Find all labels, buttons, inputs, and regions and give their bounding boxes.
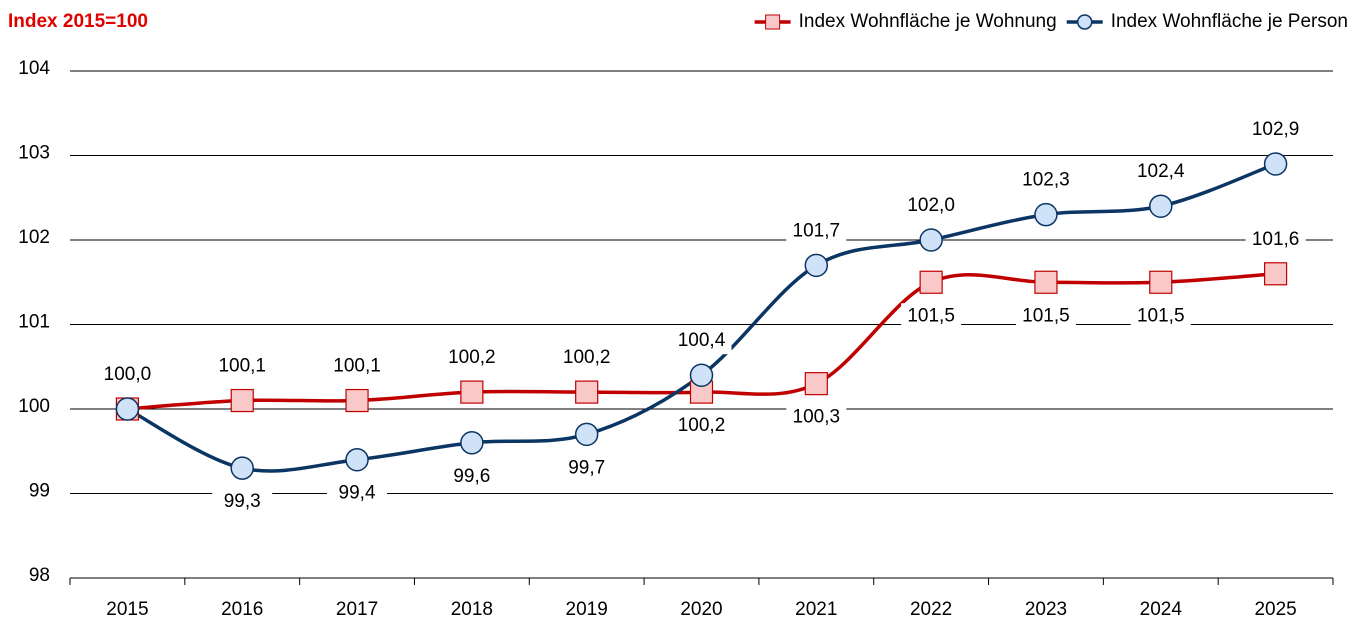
data-label: 101,7 <box>793 220 841 241</box>
label-bg <box>901 193 962 219</box>
marker <box>460 380 484 404</box>
label-bg <box>556 455 617 482</box>
legend-label: Index Wohnfläche je Wohnung <box>799 11 1057 32</box>
label-bg <box>1015 303 1076 330</box>
y-tick-label: 102 <box>18 227 50 248</box>
y-tick-label: 98 <box>29 565 50 586</box>
marker <box>1149 194 1173 218</box>
marker <box>1149 270 1173 294</box>
data-label: 100,4 <box>678 330 726 351</box>
data-label: 102,3 <box>1022 170 1070 191</box>
y-tick-label: 103 <box>18 143 50 164</box>
x-tick-label: 2017 <box>336 599 378 620</box>
label-bg <box>441 345 502 372</box>
data-label: 100,2 <box>678 415 726 436</box>
marker <box>1034 270 1058 294</box>
data-label: 100,1 <box>333 356 381 377</box>
x-tick-label: 2025 <box>1254 599 1296 620</box>
data-label: 99,3 <box>224 491 261 512</box>
label-bg <box>327 353 388 380</box>
x-tick-label: 2018 <box>451 599 493 620</box>
x-tick-label: 2020 <box>680 599 722 620</box>
label-bg <box>1130 159 1191 186</box>
data-label: 100,2 <box>448 347 496 368</box>
marker <box>115 397 140 421</box>
label-bg <box>786 218 847 245</box>
data-label: 100,3 <box>793 407 841 428</box>
y-tick-label: 101 <box>18 312 50 333</box>
x-tick-label: 2024 <box>1140 599 1183 620</box>
label-bg <box>671 413 732 440</box>
marker <box>460 431 484 455</box>
label-bg <box>1245 116 1306 143</box>
data-label: 100,1 <box>218 356 266 377</box>
data-label: 99,6 <box>453 466 490 487</box>
marker <box>804 372 828 396</box>
marker <box>574 422 599 447</box>
x-tick-label: 2021 <box>795 599 837 620</box>
marker <box>689 363 714 387</box>
marker <box>575 380 599 404</box>
y-axis-label: Index 2015=100 <box>8 11 148 32</box>
data-label: 101,5 <box>1022 305 1070 326</box>
data-label: 102,4 <box>1137 161 1185 182</box>
label-bg <box>1245 226 1306 253</box>
y-tick-label: 100 <box>18 396 50 417</box>
legend-label: Index Wohnfläche je Person <box>1111 11 1348 32</box>
legend-marker <box>765 14 781 30</box>
y-tick-label: 99 <box>29 481 50 502</box>
data-label: 102,9 <box>1252 119 1300 140</box>
x-tick-label: 2022 <box>910 599 952 620</box>
marker <box>1034 202 1058 227</box>
x-tick-label: 2015 <box>106 599 148 620</box>
marker <box>345 388 369 413</box>
data-label: 100,0 <box>104 364 152 385</box>
label-bg <box>212 353 273 380</box>
marker <box>919 228 943 252</box>
x-tick-label: 2016 <box>221 599 263 620</box>
x-tick-label: 2019 <box>566 599 608 620</box>
marker <box>230 388 254 413</box>
label-bg <box>901 303 962 330</box>
marker <box>230 456 254 480</box>
label-bg <box>212 489 273 516</box>
data-label: 99,7 <box>568 457 605 478</box>
y-tick-label: 104 <box>18 58 50 79</box>
marker <box>804 253 829 278</box>
label-bg <box>327 480 388 507</box>
label-bg <box>786 404 847 431</box>
data-label: 101,5 <box>907 305 955 326</box>
data-label: 101,5 <box>1137 305 1185 326</box>
label-bg <box>1015 167 1076 194</box>
label-bg <box>556 345 617 372</box>
marker <box>919 270 943 294</box>
data-label: 101,6 <box>1252 229 1300 250</box>
label-bg <box>97 362 158 388</box>
data-label: 99,4 <box>339 483 376 504</box>
x-tick-label: 2023 <box>1025 599 1067 620</box>
label-bg <box>1130 303 1191 330</box>
marker <box>345 447 369 472</box>
label-bg <box>441 463 502 490</box>
data-label: 100,2 <box>563 347 611 368</box>
data-label: 102,0 <box>907 195 955 216</box>
marker <box>1263 152 1288 176</box>
marker <box>1263 262 1288 286</box>
legend-marker <box>1076 14 1093 30</box>
label-bg <box>671 328 732 355</box>
